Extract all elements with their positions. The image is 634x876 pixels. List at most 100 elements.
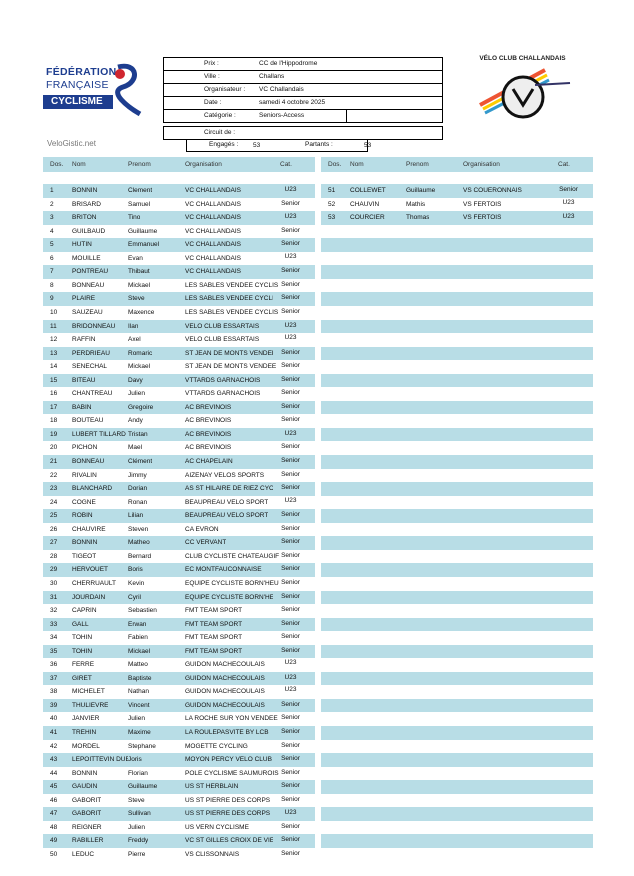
table-row: 50 LEDUC Pierre VS CLISSONNAIS Senior bbox=[43, 848, 315, 862]
prenom-cell: Emmanuel bbox=[128, 241, 160, 249]
dos-cell: 20 bbox=[50, 444, 58, 452]
table-row bbox=[321, 387, 593, 401]
table-header: Dos. Nom Prenom Organisation Cat. bbox=[321, 157, 593, 172]
prenom-cell: Kevin bbox=[128, 579, 145, 587]
organisation-cell: POLE CYCLISME SAUMUROIS bbox=[185, 769, 279, 777]
cat-cell: Senior bbox=[273, 836, 308, 844]
table-row bbox=[321, 834, 593, 848]
cat-cell: Senior bbox=[551, 186, 586, 193]
nom-cell: SAUZEAU bbox=[72, 308, 103, 316]
dos-cell: 26 bbox=[50, 525, 58, 533]
organisation-cell: GUIDON MACHECOULAIS bbox=[185, 674, 265, 682]
table-row bbox=[321, 671, 593, 686]
organisation-cell: US ST PIERRE DES CORPS bbox=[185, 796, 271, 804]
organisation-cell: BEAUPREAU VELO SPORT bbox=[185, 498, 269, 506]
prenom-cell: Julien bbox=[128, 390, 145, 398]
cat-cell: Senior bbox=[273, 240, 308, 248]
table-row: 34 TOHIN Fabien FMT TEAM SPORT Senior bbox=[43, 631, 315, 645]
cat-cell: Senior bbox=[281, 768, 300, 776]
dos-cell: 9 bbox=[50, 295, 54, 303]
cat-cell: Senior bbox=[281, 524, 300, 532]
prenom-cell: Bernard bbox=[128, 552, 152, 560]
prenom-cell: Boris bbox=[128, 566, 143, 574]
organisation-cell: BEAUPREAU VELO SPORT bbox=[185, 512, 269, 520]
dos-cell: 35 bbox=[50, 647, 58, 655]
prenom-cell: Clement bbox=[128, 187, 153, 194]
cat-cell: Senior bbox=[281, 362, 300, 370]
prenom-cell: Guillaume bbox=[406, 187, 436, 194]
prenom-cell: Matheo bbox=[128, 539, 150, 547]
cat-cell: Senior bbox=[281, 416, 300, 424]
prenom-cell: Sebastien bbox=[128, 607, 157, 615]
nom-cell: TREHIN bbox=[72, 729, 97, 736]
dos-cell: 45 bbox=[50, 783, 58, 791]
prenom-cell: Nathan bbox=[128, 688, 149, 696]
organisation-cell: GUIDON MACHECOULAIS bbox=[185, 661, 265, 669]
prenom-cell: Guillaume bbox=[128, 227, 158, 235]
table-row: 13 PERDRIEAU Romaric ST JEAN DE MONTS VENDE… bbox=[43, 346, 315, 361]
dos-cell: 43 bbox=[50, 756, 58, 764]
dos-cell: 1 bbox=[50, 187, 54, 194]
prenom-cell: Julien bbox=[128, 823, 145, 831]
nom-cell: GUILBAUD bbox=[72, 227, 106, 235]
organisation-cell: FMT TEAM SPORT bbox=[185, 607, 243, 615]
organisation-cell: VC CHALLANDAIS bbox=[185, 268, 241, 276]
table-row bbox=[321, 292, 593, 306]
nom-cell: SENECHAL bbox=[72, 363, 108, 371]
dos-cell: 48 bbox=[50, 823, 58, 831]
table-row: 6 MOUILLE Evan VC CHALLANDAIS U23 bbox=[43, 252, 315, 266]
table-row bbox=[321, 821, 593, 835]
cat-cell: Senior bbox=[273, 294, 308, 302]
table-row: 20 PICHON Mael AC BREVINOIS Senior bbox=[43, 441, 315, 455]
cat-cell: U23 bbox=[273, 429, 308, 437]
organisation-cell: ST JEAN DE MONTS VENDEE bbox=[185, 349, 277, 357]
cat-cell: Senior bbox=[281, 470, 300, 478]
dos-cell: 38 bbox=[50, 688, 58, 696]
nom-cell: COGNE bbox=[72, 498, 96, 506]
organisation-cell: VC CHALLANDAIS bbox=[185, 227, 241, 235]
ffc-swoosh-icon bbox=[115, 63, 142, 117]
engages-partants-box: Engagés : 53 Partants : 53 bbox=[186, 139, 371, 152]
cat-cell: Senior bbox=[273, 700, 308, 708]
table-row: 12 RAFFIN Axel VELO CLUB ESSARTAIS U23 bbox=[43, 333, 315, 347]
organisation-cell: LES SABLES VENDEE CYCLIS bbox=[185, 308, 279, 316]
table-row: 25 ROBIN Lilian BEAUPREAU VELO SPORT Senior bbox=[43, 509, 315, 523]
nom-cell: COLLEWET bbox=[350, 187, 386, 194]
table-row bbox=[321, 631, 593, 645]
cat-cell: U23 bbox=[284, 686, 297, 694]
table-row: 41 TREHIN Maxime LA ROULEPASVITE BY LCB Seni… bbox=[43, 726, 315, 740]
table-row: 14 SENECHAL Mickael ST JEAN DE MONTS VENDEE… bbox=[43, 360, 315, 374]
organisation-cell: VS CLISSONNAIS bbox=[185, 850, 240, 858]
table-row: 44 BONNIN Florian POLE CYCLISME SAUMUROIS Se… bbox=[43, 767, 315, 781]
nom-cell: LEPOITTEVIN DUB bbox=[72, 756, 128, 764]
prenom-cell: Davy bbox=[128, 376, 143, 384]
nom-cell: TOHIN bbox=[72, 634, 93, 642]
organisation-cell: EQUIPE CYCLISTE BORN'HEU bbox=[185, 593, 279, 601]
table-row bbox=[321, 496, 593, 510]
nom-cell: PONTREAU bbox=[72, 268, 109, 276]
dos-cell: 10 bbox=[50, 308, 58, 316]
table-row bbox=[321, 848, 593, 862]
cat-cell: Senior bbox=[273, 538, 308, 546]
cat-cell: Senior bbox=[281, 307, 300, 315]
table-row bbox=[321, 590, 593, 605]
organisation-cell: FMT TEAM SPORT bbox=[185, 647, 243, 655]
cat-cell: Senior bbox=[273, 619, 308, 627]
prenom-cell: Freddy bbox=[128, 837, 149, 845]
cat-cell: Senior bbox=[281, 633, 300, 641]
table-row: 52 CHAUVIN Mathis VS FERTOIS U23 bbox=[321, 198, 593, 212]
organisation-cell: MOGETTE CYCLING bbox=[185, 742, 248, 750]
table-row bbox=[321, 306, 593, 320]
dos-cell: 40 bbox=[50, 715, 58, 723]
table-row: 43 LEPOITTEVIN DUB Joris MOYON PERCY VELO C… bbox=[43, 753, 315, 767]
table-row bbox=[321, 455, 593, 469]
table-row bbox=[321, 698, 593, 713]
cat-cell: Senior bbox=[281, 443, 300, 451]
organisation-cell: VS FERTOIS bbox=[463, 214, 502, 222]
table-row: 31 JOURDAIN Cyril EQUIPE CYCLISTE BORN'HEU S… bbox=[43, 590, 315, 605]
table-row: 16 CHANTREAU Julien VTTARDS GARNACHOIS Senio… bbox=[43, 387, 315, 401]
nom-cell: MOUILLE bbox=[72, 254, 101, 262]
dos-cell: 28 bbox=[50, 552, 58, 560]
prenom-cell: Mickael bbox=[128, 363, 151, 371]
dos-cell: 29 bbox=[50, 566, 58, 574]
